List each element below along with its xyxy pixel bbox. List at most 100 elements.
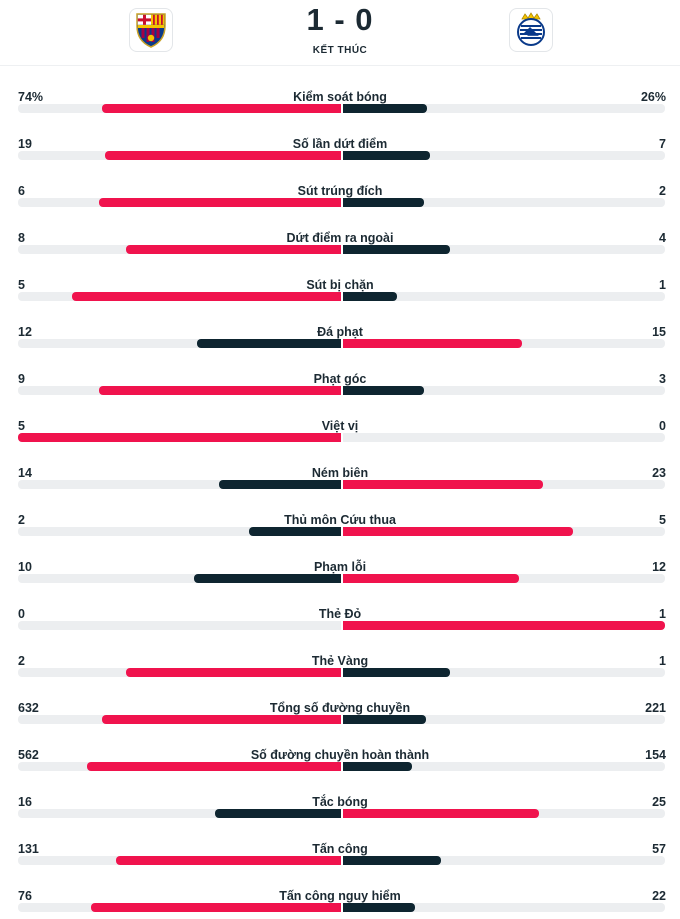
away-bar-fill [343,903,416,912]
away-bar-track [343,762,665,771]
home-bar-fill [125,668,341,677]
away-bar-fill [343,527,573,536]
stat-away-value: 22 [652,889,666,903]
home-bar-fill [101,104,341,113]
home-bar-track [18,574,341,583]
away-bar-fill [343,668,451,677]
stat-away-value: 5 [659,513,666,527]
stat-row: 8 Dứt điểm ra ngoài 4 [0,223,680,270]
away-bar-track [343,104,665,113]
away-bar-track [343,198,665,207]
stat-name: Số lần dứt điểm [292,137,388,151]
stat-home-value: 632 [18,701,39,715]
away-bar-fill [343,715,427,724]
home-bar-track [18,480,341,489]
away-team-logo[interactable] [509,8,553,52]
stat-away-value: 3 [659,372,666,386]
away-bar-fill [343,386,424,395]
home-bar-fill [214,809,341,818]
home-bar-fill [98,198,341,207]
stat-away-value: 1 [659,278,666,292]
stat-home-value: 9 [18,372,25,386]
stat-name: Số đường chuyền hoàn thành [250,748,430,762]
away-bar-fill [343,339,522,348]
home-bar-fill [248,527,341,536]
stat-home-value: 2 [18,654,25,668]
stat-name: Phạt góc [313,372,367,386]
away-bar-track [343,245,665,254]
stat-away-value: 4 [659,231,666,245]
stat-row: 2 Thủ môn Cứu thua 5 [0,505,680,552]
stat-row: 632 Tổng số đường chuyền 221 [0,693,680,740]
stat-home-value: 2 [18,513,25,527]
home-bar-track [18,339,341,348]
real-sociedad-crest-icon [517,12,545,46]
stat-home-value: 16 [18,795,32,809]
home-bar-fill [115,856,341,865]
stat-name: Phạm lỗi [313,560,367,574]
home-bar-fill [218,480,341,489]
stat-name: Thẻ Đỏ [318,607,362,621]
stat-name: Tắc bóng [312,795,368,809]
home-bar-track [18,386,341,395]
home-bar-track [18,856,341,865]
stat-home-value: 12 [18,325,32,339]
stat-home-value: 5 [18,278,25,292]
stat-row: 76 Tấn công nguy hiểm 22 [0,881,680,919]
home-bar-track [18,621,341,630]
stat-away-value: 7 [659,137,666,151]
stat-home-value: 10 [18,560,32,574]
away-bar-track [343,668,665,677]
stat-home-value: 0 [18,607,25,621]
away-bar-track [343,151,665,160]
stat-away-value: 1 [659,654,666,668]
stat-name: Tấn công nguy hiểm [279,889,401,903]
away-bar-fill [343,245,451,254]
home-bar-fill [90,903,341,912]
home-bar-track [18,762,341,771]
away-bar-track [343,292,665,301]
stat-name: Sút trúng đích [297,184,383,198]
home-bar-fill [104,151,341,160]
home-bar-fill [98,386,341,395]
stat-row: 19 Số lần dứt điểm 7 [0,129,680,176]
stat-row: 12 Đá phạt 15 [0,317,680,364]
stat-name: Ném biên [311,466,369,480]
stat-home-value: 19 [18,137,32,151]
stat-home-value: 14 [18,466,32,480]
away-bar-track [343,621,665,630]
stat-name: Sút bị chặn [306,278,374,292]
stat-away-value: 57 [652,842,666,856]
home-bar-fill [71,292,341,301]
away-bar-track [343,574,665,583]
away-bar-track [343,433,665,442]
stat-away-value: 12 [652,560,666,574]
stat-name: Thẻ Vàng [311,654,369,668]
home-bar-fill [87,762,341,771]
stat-row: 16 Tắc bóng 25 [0,787,680,834]
stat-row: 14 Ném biên 23 [0,458,680,505]
stat-name: Việt vị [321,419,359,433]
away-bar-fill [343,762,413,771]
match-header: 1 - 0 KẾT THÚC [0,0,680,66]
stat-name: Thủ môn Cứu thua [284,513,396,527]
away-bar-track [343,856,665,865]
barcelona-crest-icon [136,13,166,48]
stat-away-value: 154 [645,748,666,762]
stat-row: 131 Tấn công 57 [0,834,680,881]
stat-away-value: 0 [659,419,666,433]
home-bar-fill [194,574,341,583]
stat-home-value: 6 [18,184,25,198]
stat-away-value: 23 [652,466,666,480]
stat-row: 74% Kiểm soát bóng 26% [0,82,680,129]
stat-row: 0 Thẻ Đỏ 1 [0,599,680,646]
home-team-logo[interactable] [129,8,173,52]
stat-name: Tấn công [312,842,368,856]
match-status: KẾT THÚC [312,45,368,56]
home-bar-track [18,903,341,912]
away-bar-track [343,480,665,489]
away-bar-track [343,527,665,536]
away-bar-fill [343,809,540,818]
away-bar-fill [343,151,430,160]
stat-row: 5 Sút bị chặn 1 [0,270,680,317]
